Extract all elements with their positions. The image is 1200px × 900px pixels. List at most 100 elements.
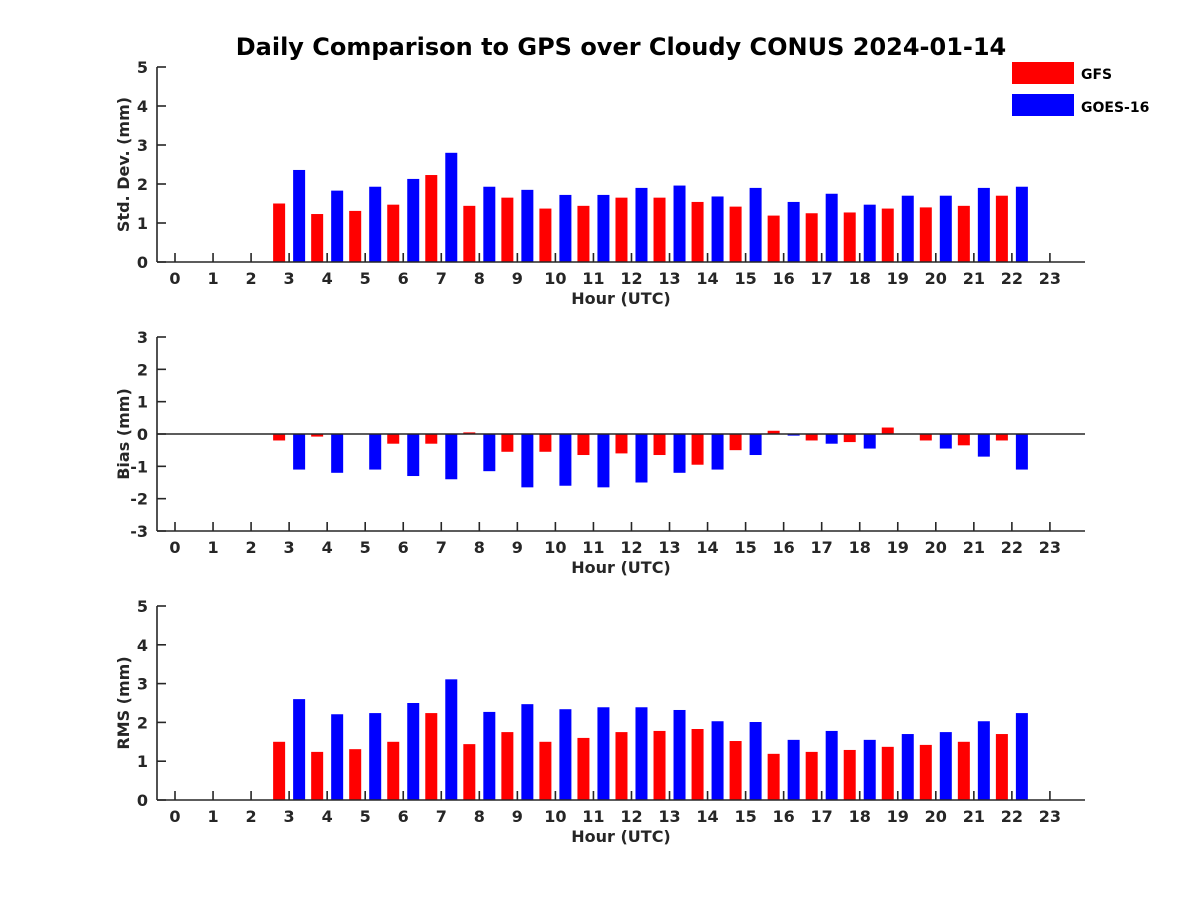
y-axis-label-std: Std. Dev. (mm) xyxy=(114,97,133,232)
bar-rms-goes16-3 xyxy=(293,699,306,800)
y-tick-label-bias-1: 1 xyxy=(137,393,148,412)
y-tick-label-bias--3: -3 xyxy=(130,522,148,541)
x-tick-label-bias-14: 14 xyxy=(696,538,718,557)
x-tick-label-rms-17: 17 xyxy=(811,807,833,826)
bar-std-goes16-12 xyxy=(635,187,648,262)
x-tick-label-rms-2: 2 xyxy=(246,807,257,826)
x-tick-label-std-10: 10 xyxy=(544,269,566,288)
bar-std-goes16-11 xyxy=(597,194,610,262)
x-tick-label-bias-9: 9 xyxy=(512,538,523,557)
x-tick-label-std-0: 0 xyxy=(169,269,180,288)
bar-rms-gfs-13 xyxy=(653,730,666,800)
bar-bias-goes16-5 xyxy=(369,434,382,470)
x-tick-label-std-23: 23 xyxy=(1039,269,1061,288)
x-tick-label-std-19: 19 xyxy=(887,269,909,288)
bar-rms-gfs-20 xyxy=(919,744,932,800)
bar-bias-goes16-12 xyxy=(635,434,648,483)
bar-std-gfs-5 xyxy=(349,210,362,262)
y-tick-label-std-1: 1 xyxy=(137,214,148,233)
bar-std-goes16-4 xyxy=(331,190,344,262)
bar-std-goes16-15 xyxy=(749,187,762,262)
x-tick-label-bias-0: 0 xyxy=(169,538,180,557)
x-axis-label-rms: Hour (UTC) xyxy=(571,827,671,846)
x-tick-label-bias-15: 15 xyxy=(734,538,756,557)
x-tick-label-std-16: 16 xyxy=(773,269,795,288)
bar-rms-goes16-14 xyxy=(711,721,724,800)
x-tick-label-rms-21: 21 xyxy=(963,807,985,826)
bar-bias-goes16-10 xyxy=(559,434,572,486)
bar-rms-goes16-4 xyxy=(331,714,344,800)
bar-rms-gfs-6 xyxy=(387,741,400,800)
bar-bias-gfs-19 xyxy=(881,427,894,434)
x-tick-label-std-15: 15 xyxy=(734,269,756,288)
x-tick-label-bias-2: 2 xyxy=(246,538,257,557)
bar-std-goes16-21 xyxy=(977,187,990,262)
bar-bias-goes16-9 xyxy=(521,434,534,488)
bar-rms-goes16-5 xyxy=(369,713,382,800)
bar-std-goes16-5 xyxy=(369,186,382,262)
bar-std-gfs-12 xyxy=(615,197,628,262)
bar-std-gfs-18 xyxy=(843,212,856,262)
bar-bias-goes16-21 xyxy=(977,434,990,457)
bar-bias-gfs-9 xyxy=(501,434,514,452)
bar-std-gfs-13 xyxy=(653,197,666,262)
bar-std-goes16-18 xyxy=(863,204,876,262)
bar-bias-gfs-18 xyxy=(843,434,856,443)
bar-std-gfs-14 xyxy=(691,201,704,262)
bar-std-goes16-8 xyxy=(483,186,496,262)
x-tick-label-bias-1: 1 xyxy=(207,538,218,557)
bar-rms-gfs-9 xyxy=(501,732,514,800)
x-tick-label-std-5: 5 xyxy=(360,269,371,288)
x-tick-label-std-9: 9 xyxy=(512,269,523,288)
x-tick-label-bias-7: 7 xyxy=(436,538,447,557)
bar-bias-goes16-22 xyxy=(1015,434,1028,470)
bar-rms-gfs-4 xyxy=(311,751,324,800)
bar-bias-gfs-20 xyxy=(919,434,932,441)
bar-std-gfs-16 xyxy=(767,215,780,262)
bar-bias-goes16-18 xyxy=(863,434,876,449)
bar-std-gfs-6 xyxy=(387,204,400,262)
bar-rms-gfs-16 xyxy=(767,753,780,800)
legend-swatch-goes16 xyxy=(1012,94,1074,116)
bar-rms-gfs-17 xyxy=(805,751,818,800)
legend-label-gfs: GFS xyxy=(1081,67,1112,83)
x-tick-label-bias-11: 11 xyxy=(582,538,604,557)
bar-bias-gfs-13 xyxy=(653,434,666,456)
y-tick-label-std-2: 2 xyxy=(137,175,148,194)
x-tick-label-rms-23: 23 xyxy=(1039,807,1061,826)
x-tick-label-bias-18: 18 xyxy=(849,538,871,557)
bar-rms-gfs-19 xyxy=(881,746,894,800)
bar-bias-goes16-7 xyxy=(445,434,458,480)
bar-rms-gfs-7 xyxy=(425,713,438,800)
x-tick-label-bias-22: 22 xyxy=(1001,538,1023,557)
bar-bias-gfs-16 xyxy=(767,430,780,434)
x-axis-label-bias: Hour (UTC) xyxy=(571,558,671,577)
x-tick-label-bias-10: 10 xyxy=(544,538,566,557)
bar-rms-goes16-15 xyxy=(749,722,762,800)
x-tick-label-bias-21: 21 xyxy=(963,538,985,557)
bar-rms-goes16-13 xyxy=(673,709,686,800)
bar-bias-goes16-6 xyxy=(407,434,420,477)
x-tick-label-rms-15: 15 xyxy=(734,807,756,826)
bar-rms-goes16-22 xyxy=(1015,713,1028,800)
y-tick-label-rms-4: 4 xyxy=(137,636,148,655)
bar-bias-gfs-10 xyxy=(539,434,552,452)
bar-rms-gfs-21 xyxy=(957,741,970,800)
x-tick-label-std-6: 6 xyxy=(398,269,409,288)
y-axis-label-bias: Bias (mm) xyxy=(114,388,133,480)
bar-std-gfs-11 xyxy=(577,205,590,262)
y-tick-label-std-0: 0 xyxy=(137,253,148,272)
bar-rms-gfs-15 xyxy=(729,741,742,800)
x-tick-label-std-21: 21 xyxy=(963,269,985,288)
bar-rms-goes16-11 xyxy=(597,707,610,800)
x-tick-label-std-20: 20 xyxy=(925,269,947,288)
x-tick-label-bias-8: 8 xyxy=(474,538,485,557)
bar-bias-goes16-14 xyxy=(711,434,724,470)
bar-bias-goes16-3 xyxy=(293,434,306,470)
bar-bias-gfs-3 xyxy=(273,434,286,441)
x-tick-label-rms-22: 22 xyxy=(1001,807,1023,826)
bar-std-goes16-16 xyxy=(787,201,800,262)
bar-bias-gfs-6 xyxy=(387,434,400,444)
